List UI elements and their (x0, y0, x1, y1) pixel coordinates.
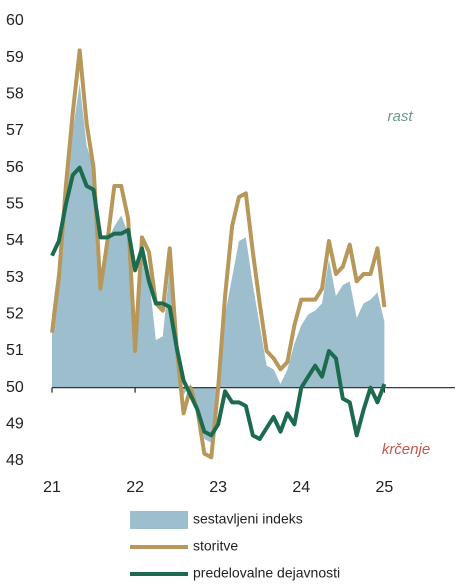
x-tick-label: 25 (375, 479, 393, 496)
legend-label: storitve (193, 538, 238, 554)
y-tick-label: 58 (6, 86, 24, 103)
y-tick-label: 55 (6, 196, 24, 213)
legend-label: predelovalne dejavnosti (193, 565, 340, 581)
x-tick-label: 24 (292, 479, 310, 496)
x-tick-label: 22 (126, 479, 144, 496)
annotation: krčenje (382, 441, 430, 458)
legend-label: sestavljeni indeks (193, 511, 303, 527)
x-tick-label: 23 (209, 479, 227, 496)
y-tick-label: 60 (6, 12, 24, 29)
line (50, 48, 387, 460)
annotation: rast (387, 108, 413, 125)
y-tick-label: 50 (6, 379, 24, 396)
y-tick-label: 49 (6, 416, 24, 433)
y-tick-label: 53 (6, 269, 24, 286)
line (50, 165, 387, 441)
y-tick-label: 57 (6, 122, 24, 139)
y-tick-label: 54 (6, 232, 24, 249)
y-tick-label: 51 (6, 342, 24, 359)
y-tick-label: 52 (6, 306, 24, 323)
y-tick-label: 56 (6, 159, 24, 176)
y-tick-label: 59 (6, 49, 24, 66)
x-tick-label: 21 (43, 479, 61, 496)
legend-swatch (130, 511, 188, 529)
y-tick-label: 48 (6, 452, 24, 469)
